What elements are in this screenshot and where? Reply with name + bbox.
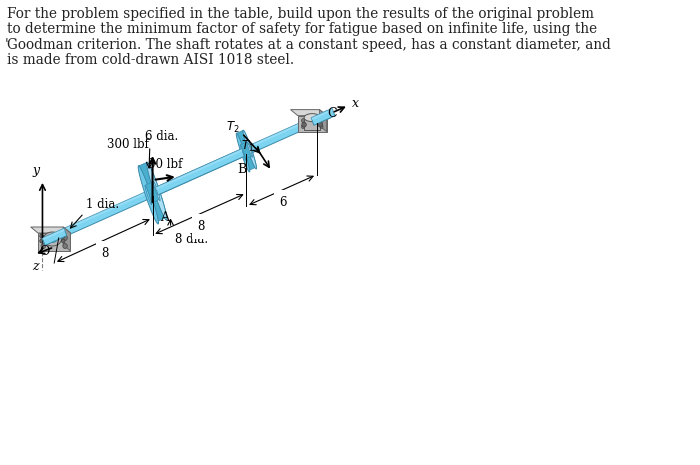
Text: A: A <box>160 211 169 224</box>
Text: 8: 8 <box>102 246 109 259</box>
Circle shape <box>62 239 65 243</box>
Polygon shape <box>145 185 152 205</box>
Text: C: C <box>328 106 337 120</box>
Polygon shape <box>57 187 158 239</box>
Circle shape <box>63 235 67 240</box>
Text: 6 dia.: 6 dia. <box>146 130 178 143</box>
Polygon shape <box>312 108 335 125</box>
Circle shape <box>41 244 46 248</box>
Polygon shape <box>241 110 330 156</box>
Circle shape <box>302 119 305 123</box>
Circle shape <box>40 239 43 243</box>
Circle shape <box>40 234 43 238</box>
Circle shape <box>302 125 305 129</box>
Polygon shape <box>145 181 160 203</box>
Text: is made from cold-drawn AISI 1018 steel.: is made from cold-drawn AISI 1018 steel. <box>7 53 295 67</box>
Polygon shape <box>312 108 333 120</box>
Polygon shape <box>57 187 156 233</box>
Text: to determine the minimum factor of safety for fatigue based on infinite life, us: to determine the minimum factor of safet… <box>7 22 597 36</box>
Text: $T_1$: $T_1$ <box>241 139 255 154</box>
Polygon shape <box>236 133 250 172</box>
Circle shape <box>63 244 67 248</box>
Text: ': ' <box>4 38 8 52</box>
Ellipse shape <box>304 113 321 122</box>
Circle shape <box>62 234 65 238</box>
Polygon shape <box>237 130 256 170</box>
Circle shape <box>318 122 323 127</box>
Text: 8 dia.: 8 dia. <box>175 233 209 246</box>
Circle shape <box>41 235 46 240</box>
Polygon shape <box>42 229 64 246</box>
Polygon shape <box>42 229 62 240</box>
Polygon shape <box>298 116 327 132</box>
Text: 50 lbf: 50 lbf <box>148 158 183 171</box>
Polygon shape <box>247 142 253 157</box>
Text: 6: 6 <box>279 196 287 209</box>
Text: z: z <box>32 259 39 272</box>
Polygon shape <box>139 162 167 221</box>
Polygon shape <box>31 227 71 233</box>
Text: O: O <box>38 245 49 258</box>
Text: x: x <box>352 97 359 110</box>
Text: 8: 8 <box>197 220 205 233</box>
Polygon shape <box>147 146 249 193</box>
Polygon shape <box>42 228 66 246</box>
Polygon shape <box>138 166 158 224</box>
Polygon shape <box>63 227 71 251</box>
Polygon shape <box>147 146 251 199</box>
Ellipse shape <box>43 232 62 246</box>
Text: For the problem specified in the table, build upon the results of the original p: For the problem specified in the table, … <box>7 7 594 21</box>
Polygon shape <box>153 181 160 201</box>
Text: y: y <box>33 164 40 177</box>
Polygon shape <box>38 233 71 251</box>
Circle shape <box>319 125 323 129</box>
Polygon shape <box>319 110 327 132</box>
Polygon shape <box>155 149 242 190</box>
Polygon shape <box>155 149 244 195</box>
Polygon shape <box>146 162 167 220</box>
Polygon shape <box>42 228 65 240</box>
Polygon shape <box>240 145 246 160</box>
Text: B: B <box>237 163 246 176</box>
Polygon shape <box>290 110 327 116</box>
Circle shape <box>50 236 55 242</box>
Polygon shape <box>304 118 321 130</box>
Polygon shape <box>243 130 256 169</box>
Text: 1 dia.: 1 dia. <box>86 198 119 211</box>
Text: 300 lbf: 300 lbf <box>107 138 149 151</box>
Polygon shape <box>241 110 329 151</box>
Circle shape <box>319 119 323 123</box>
Polygon shape <box>240 142 252 159</box>
Text: Goodman criterion. The shaft rotates at a constant speed, has a constant diamete: Goodman criterion. The shaft rotates at … <box>7 38 611 52</box>
Circle shape <box>302 122 307 127</box>
Text: $T_2$: $T_2$ <box>225 120 239 135</box>
Ellipse shape <box>48 235 57 243</box>
